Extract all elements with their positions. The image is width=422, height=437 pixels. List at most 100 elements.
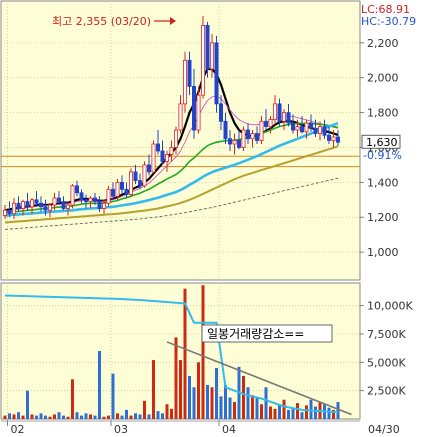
volume-bar <box>215 368 218 419</box>
last-price-label: 1,630 <box>366 136 398 149</box>
volume-bar <box>192 387 196 419</box>
candle-body <box>227 138 232 145</box>
volume-bar <box>314 406 317 419</box>
candle-body <box>209 42 214 70</box>
volume-bar <box>102 416 106 419</box>
candle-body <box>93 197 98 202</box>
candle-body <box>322 126 327 136</box>
last-price-box <box>361 134 401 149</box>
volume-bar <box>62 415 65 419</box>
volume-bar <box>260 404 263 419</box>
time-tick-label: 02 <box>11 423 25 436</box>
volume-bar <box>134 413 137 419</box>
volume-bar <box>165 404 169 419</box>
volume-bar <box>327 407 331 419</box>
volume-bar <box>197 362 200 419</box>
lc-indicator: LC:68.91 <box>361 3 410 16</box>
candle-body <box>281 112 286 122</box>
volume-bar <box>80 415 83 419</box>
volume-bar <box>89 414 92 419</box>
candle-body <box>11 202 16 215</box>
candle-body <box>70 185 75 206</box>
candle-body <box>196 94 201 131</box>
candle-body <box>277 103 282 122</box>
volume-bar <box>53 414 56 419</box>
candle-body <box>34 199 39 204</box>
volume-bar <box>35 415 38 419</box>
indicator-readouts: LC:68.91 HC:-30.79 <box>361 3 416 28</box>
moving-average-line <box>4 177 339 230</box>
candle-body <box>97 201 102 209</box>
volume-bar <box>219 396 223 419</box>
candle-body <box>254 133 259 141</box>
candle-body <box>61 201 66 209</box>
volume-bar <box>309 399 313 419</box>
time-tick-label: 04/30 <box>368 423 400 436</box>
volume-bar <box>233 402 236 419</box>
volume-bar <box>57 412 61 419</box>
candle-body <box>272 103 277 120</box>
candle-body <box>79 192 84 201</box>
candle-body <box>245 129 250 140</box>
volume-annotation-box <box>201 324 333 343</box>
volume-bar <box>129 415 133 419</box>
candle-body <box>313 127 318 134</box>
candle-body <box>259 120 264 141</box>
candle-body <box>299 126 304 133</box>
candle-body <box>205 25 210 70</box>
volume-bar <box>278 404 281 419</box>
candle-body <box>7 209 12 215</box>
candle-body <box>43 206 48 211</box>
candle-body <box>173 129 178 148</box>
volume-bar <box>246 387 250 419</box>
candle-body <box>151 143 156 173</box>
candle-body <box>48 204 53 211</box>
candle-body <box>241 129 246 148</box>
candle-body <box>304 122 309 133</box>
volume-bar <box>273 408 277 419</box>
candle-body <box>317 126 322 134</box>
volume-bar <box>201 285 205 419</box>
price-tick-label: 1,800 <box>367 107 399 120</box>
volume-bar <box>30 414 34 419</box>
volume-bar <box>269 406 272 419</box>
candle-body <box>182 59 187 105</box>
price-tick-label: 1,000 <box>367 246 399 259</box>
candle-body <box>263 120 268 127</box>
volume-bar <box>255 397 259 419</box>
volume-tick-label: 10,000K <box>367 300 413 313</box>
candle-body <box>84 199 89 202</box>
volume-bar <box>98 351 101 419</box>
volume-bar <box>188 375 191 419</box>
candle-body <box>169 147 174 155</box>
price-tick-label: 1,400 <box>367 176 399 189</box>
candle-body <box>29 199 34 208</box>
volume-bar <box>8 413 11 419</box>
volume-bar <box>120 415 124 419</box>
volume-bar <box>287 409 290 419</box>
volume-annotation-text: 일봉거래량감소== <box>207 327 304 341</box>
candle-body <box>223 120 228 140</box>
candle-body <box>52 197 57 206</box>
volume-bar <box>39 413 43 419</box>
volume-bar <box>48 416 52 419</box>
candle-body <box>268 119 273 127</box>
candle-body <box>20 201 25 209</box>
reference-levels <box>1 155 360 168</box>
candle-body <box>200 25 205 96</box>
candle-body <box>250 133 255 140</box>
volume-tick-label: 5,000K <box>367 356 406 369</box>
volume-bar <box>174 337 178 419</box>
volume-bar <box>251 395 254 419</box>
candle-body <box>295 126 300 131</box>
candle-body <box>115 181 120 197</box>
candle-body <box>335 136 340 143</box>
volume-bar <box>71 379 74 419</box>
price-tick-label: 2,200 <box>367 37 399 50</box>
volume-bar <box>12 414 16 419</box>
candle-body <box>57 197 62 202</box>
volume-bar <box>156 411 160 419</box>
volume-bar <box>206 385 209 419</box>
volume-bar <box>296 403 299 419</box>
candle-body <box>3 209 8 216</box>
